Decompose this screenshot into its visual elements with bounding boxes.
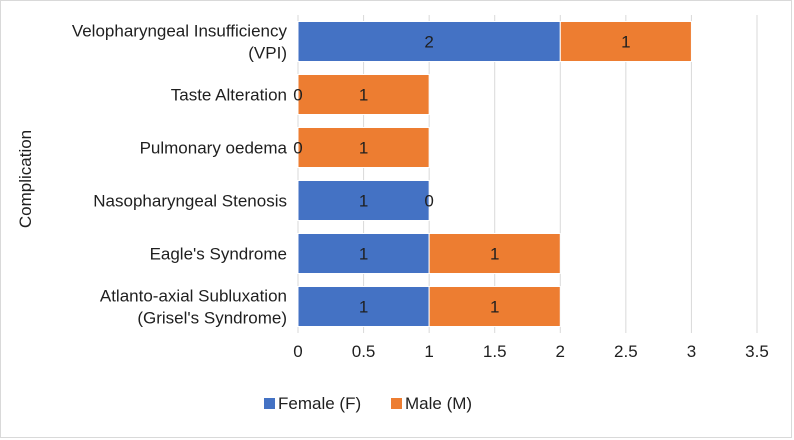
x-tick-label: 2.5 (614, 342, 638, 361)
data-label: 0 (293, 86, 302, 105)
gridlines (297, 15, 758, 333)
x-tick-label: 3.5 (745, 342, 769, 361)
legend-swatch (264, 398, 275, 409)
data-label: 1 (359, 192, 368, 211)
legend: Female (F) Male (M) (264, 394, 472, 413)
x-tick-label: 0.5 (352, 342, 376, 361)
data-label: 1 (359, 245, 368, 264)
category-label: Atlanto-axial Subluxation (Grisel's Syndr… (100, 287, 287, 328)
data-label: 1 (359, 139, 368, 158)
category-label: Taste Alteration (171, 86, 287, 105)
data-label: 1 (490, 245, 499, 264)
bar-segment (297, 286, 430, 327)
x-tick-label: 1 (424, 342, 433, 361)
data-label: 1 (621, 33, 630, 52)
legend-label: Male (M) (405, 394, 472, 413)
x-tick-label: 3 (687, 342, 696, 361)
bar-segment (297, 180, 430, 221)
x-tick-label: 0 (293, 342, 302, 361)
bar-segment (559, 21, 692, 62)
data-label: 1 (359, 86, 368, 105)
data-label: 1 (490, 298, 499, 317)
bars (297, 21, 692, 327)
x-tick-labels: 0 0.5 1 1.5 2 2.5 3 3.5 (293, 342, 769, 361)
data-label: 1 (359, 298, 368, 317)
x-tick-label: 1.5 (483, 342, 507, 361)
legend-swatch (391, 398, 402, 409)
legend-label: Female (F) (278, 394, 361, 413)
data-label: 0 (293, 139, 302, 158)
y-axis-title: Complication (16, 130, 35, 228)
bar-segment (428, 286, 561, 327)
bar-segment (428, 233, 561, 274)
category-labels: Velopharyngeal Insufficiency (VPI) Taste A… (72, 22, 288, 328)
data-label: 0 (424, 192, 433, 211)
category-label: Pulmonary oedema (140, 139, 288, 158)
bar-segment (297, 127, 430, 168)
category-label: Nasopharyngeal Stenosis (93, 192, 287, 211)
data-label: 2 (424, 33, 433, 52)
data-labels: 2 1 0 1 0 1 1 0 1 1 1 1 (293, 33, 630, 317)
bar-segment (297, 74, 430, 115)
bar-segment (297, 21, 561, 62)
category-label: Velopharyngeal Insufficiency (VPI) (72, 22, 288, 63)
x-tick-label: 2 (556, 342, 565, 361)
category-label: Eagle's Syndrome (150, 245, 287, 264)
bar-segment (297, 233, 430, 274)
